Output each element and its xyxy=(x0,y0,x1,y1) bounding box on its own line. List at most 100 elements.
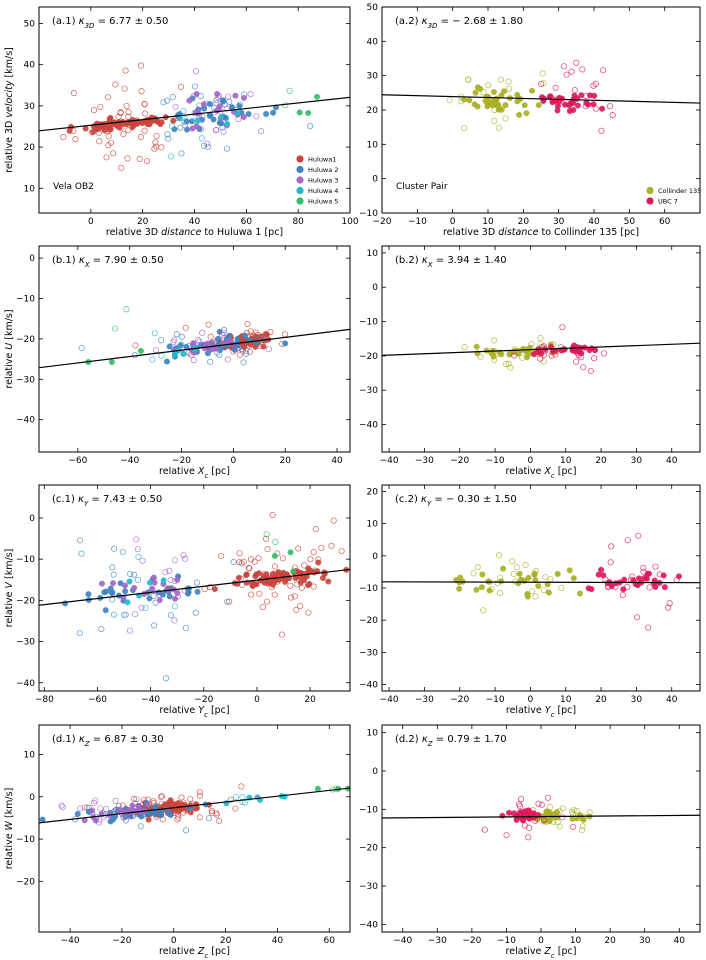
open-point xyxy=(537,355,544,362)
open-point xyxy=(502,115,509,122)
fit-line xyxy=(382,814,700,819)
open-point xyxy=(112,81,119,88)
open-point xyxy=(298,584,305,591)
filled-point xyxy=(544,581,551,588)
filled-point xyxy=(608,583,615,590)
open-point xyxy=(213,810,220,817)
filled-point xyxy=(635,575,642,582)
open-point xyxy=(507,364,514,371)
y-tick-label: −30 xyxy=(359,648,378,658)
filled-point xyxy=(240,94,247,101)
filled-point xyxy=(211,586,218,593)
open-point xyxy=(181,587,188,594)
open-point xyxy=(139,557,146,564)
x-tick-label: −10 xyxy=(486,695,505,705)
legend-label: Huluwa1 xyxy=(308,156,336,164)
open-point xyxy=(164,97,171,104)
open-point xyxy=(180,107,187,114)
x-tick-label: 0 xyxy=(88,217,94,227)
x-tick-label: 60 xyxy=(241,217,253,227)
open-point xyxy=(198,135,205,142)
filled-point xyxy=(107,818,114,825)
panel-title: (c.2) κY = − 0.30 ± 1.50 xyxy=(395,494,517,508)
open-point xyxy=(246,565,253,572)
filled-point xyxy=(305,109,312,116)
filled-point xyxy=(236,102,243,109)
filled-point xyxy=(590,101,597,108)
open-point xyxy=(138,604,145,611)
filled-point xyxy=(234,109,241,116)
panel-title: (b.1) κX = 7.90 ± 0.50 xyxy=(52,255,164,269)
y-tick-label: −10 xyxy=(16,555,35,565)
y-tick-label: 10 xyxy=(367,140,379,150)
filled-point xyxy=(645,570,652,577)
filled-point xyxy=(534,349,541,356)
legend: Collinder 135 UBC 7 xyxy=(646,186,701,206)
legend: Huluwa1 Huluwa 2 Huluwa 3 Huluwa 4 Huluwa 5 xyxy=(296,155,338,206)
filled-point xyxy=(146,595,153,602)
open-point xyxy=(246,348,253,355)
y-tick-label: −40 xyxy=(359,920,378,930)
filled-point xyxy=(232,92,239,99)
filled-point xyxy=(498,106,505,113)
open-point xyxy=(162,569,169,576)
open-point xyxy=(171,336,178,343)
x-tick-label: −40 xyxy=(380,456,399,466)
open-point xyxy=(263,531,270,538)
open-point xyxy=(168,153,175,160)
open-point xyxy=(157,793,164,801)
x-tick-label: −40 xyxy=(61,936,80,946)
panel-a1: 0 20 40 60 80 100 10 20 30 40 50 relative 3D distan… xyxy=(4,6,359,238)
x-axis-label: relative Yc [pc] xyxy=(159,705,229,719)
x-tick-label: 40 xyxy=(331,456,343,466)
fit-line xyxy=(39,328,350,369)
open-point xyxy=(60,134,67,141)
open-point xyxy=(77,537,84,544)
open-point xyxy=(158,337,165,344)
x-axis-label: relative Zc [pc] xyxy=(159,946,230,960)
open-point xyxy=(282,102,289,109)
open-point xyxy=(573,358,580,365)
filled-point xyxy=(498,578,505,585)
filled-point xyxy=(566,102,573,109)
filled-point xyxy=(473,586,480,593)
open-point xyxy=(105,142,112,149)
open-point xyxy=(192,609,199,616)
filled-point xyxy=(163,358,170,365)
filled-point xyxy=(270,109,277,116)
filled-point xyxy=(486,587,493,594)
filled-point xyxy=(151,811,158,818)
open-point xyxy=(133,536,140,543)
open-point xyxy=(509,558,516,565)
filled-point xyxy=(144,801,151,808)
fit-line xyxy=(382,342,700,356)
y-tick-label: −30 xyxy=(359,882,378,892)
open-point xyxy=(175,814,182,821)
filled-point xyxy=(527,810,534,817)
x-tick-label: 80 xyxy=(292,217,304,227)
open-point xyxy=(216,351,223,358)
open-point xyxy=(243,350,250,357)
filled-point xyxy=(471,101,478,108)
x-tick-label: −60 xyxy=(68,456,87,466)
open-point xyxy=(652,563,659,570)
legend-marker xyxy=(296,165,304,174)
open-point xyxy=(552,84,559,91)
open-point xyxy=(152,347,159,354)
filled-point xyxy=(296,109,303,116)
x-tick-label: −20 xyxy=(172,456,191,466)
y-tick-label: 10 xyxy=(367,729,379,739)
open-point xyxy=(123,306,130,313)
filled-point xyxy=(586,347,593,354)
filled-point xyxy=(474,84,481,91)
filled-point xyxy=(240,114,247,121)
open-point xyxy=(167,576,174,584)
filled-point xyxy=(661,584,668,591)
open-point xyxy=(259,604,266,611)
panel-title: (d.2) κZ = 0.79 ± 1.70 xyxy=(395,734,507,748)
open-point xyxy=(133,796,140,803)
filled-point xyxy=(200,101,207,108)
open-point xyxy=(177,83,184,90)
x-tick-label: 10 xyxy=(570,936,582,946)
filled-point xyxy=(484,99,491,106)
